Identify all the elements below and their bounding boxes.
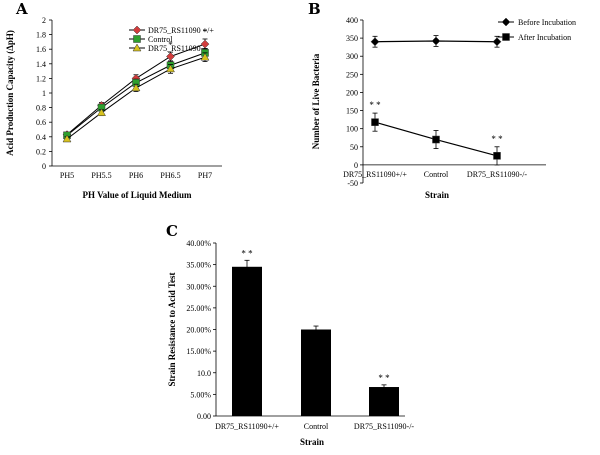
panel-letter-c: C xyxy=(166,222,178,240)
x-tick-label: Control xyxy=(304,422,329,431)
chart-a: Acid Production Capacity (ΔpH) PH Value … xyxy=(5,16,222,200)
significance-marker: * xyxy=(168,40,173,50)
significance-marker: * * xyxy=(241,248,253,258)
x-tick-label: PH6 xyxy=(129,171,143,180)
data-point xyxy=(200,52,210,61)
series-line xyxy=(66,56,206,140)
y-tick-label: 1.2 xyxy=(36,74,46,83)
chart-c-xlabel: Strain xyxy=(300,437,324,447)
data-point xyxy=(371,118,379,126)
chart-b-xlabel: Strain xyxy=(425,190,449,200)
y-tick-label: 0.00 xyxy=(197,412,211,421)
x-tick-label: Control xyxy=(424,170,449,179)
data-point xyxy=(431,36,441,46)
significance-marker: * xyxy=(203,27,208,37)
y-tick-label: 0 xyxy=(42,162,46,171)
legend-entry-label: After Incubation xyxy=(518,33,571,42)
y-tick-label: -50 xyxy=(347,179,358,188)
y-tick-label: 150 xyxy=(346,107,358,116)
chart-c-ylabel: Strain Resistance to Acid Test xyxy=(167,272,177,386)
chart-a-legend: DR75_RS11090 +/+ Control DR75_RS11090-/- xyxy=(148,26,214,53)
y-tick-label: 200 xyxy=(346,88,358,97)
x-tick-label: DR75_RS11090-/- xyxy=(354,422,414,431)
significance-marker: * * xyxy=(491,134,503,144)
panel-letter-b: B xyxy=(308,0,321,18)
significance-marker: * * xyxy=(369,100,381,110)
y-tick-label: 0.6 xyxy=(36,118,46,127)
x-tick-label: DR75_RS11090+/+ xyxy=(343,170,407,179)
y-tick-label: 0 xyxy=(354,161,358,170)
y-tick-label: 50 xyxy=(350,143,358,152)
x-tick-label: PH6.5 xyxy=(160,171,180,180)
x-tick-label: PH5 xyxy=(60,171,74,180)
legend-entry-label: Before Incubation xyxy=(518,18,576,27)
data-point xyxy=(97,108,106,116)
chart-b-ylabel: Number of Live Bacteria xyxy=(311,53,321,149)
legend-entry-label: DR75_RS11090 +/+ xyxy=(148,26,214,35)
chart-b-legend: Before Incubation After Incubation xyxy=(518,18,576,42)
x-tick-label: DR75_RS11090+/+ xyxy=(215,422,279,431)
legend-entry-label: DR75_RS11090-/- xyxy=(148,44,208,53)
data-point xyxy=(492,37,502,47)
legend-marker xyxy=(132,25,142,35)
y-tick-label: 250 xyxy=(346,70,358,79)
y-tick-label: 40.00% xyxy=(186,239,211,248)
y-tick-label: 400 xyxy=(346,16,358,25)
y-tick-label: 0.2 xyxy=(36,147,46,156)
y-tick-label: 1 xyxy=(42,89,46,98)
data-point xyxy=(131,83,141,92)
x-tick-label: PH5.5 xyxy=(91,171,111,180)
x-tick-label: DR75_RS11090-/- xyxy=(467,170,527,179)
y-tick-label: 1.8 xyxy=(36,31,46,40)
y-tick-label: 0.4 xyxy=(36,133,46,142)
y-tick-label: 100 xyxy=(346,125,358,134)
data-point xyxy=(166,52,175,61)
chart-a-ylabel: Acid Production Capacity (ΔpH) xyxy=(5,30,15,156)
y-tick-label: 15.00% xyxy=(186,347,211,356)
bar xyxy=(301,329,331,416)
y-tick-label: 300 xyxy=(346,52,358,61)
data-point xyxy=(370,37,380,47)
y-tick-label: 1.6 xyxy=(36,45,46,54)
legend-marker xyxy=(132,43,142,52)
bar xyxy=(232,266,262,416)
y-tick-label: 1.4 xyxy=(36,60,46,69)
chart-c: Strain Resistance to Acid Test Strain 0.… xyxy=(167,239,414,447)
y-tick-label: 30.00% xyxy=(186,282,211,291)
y-tick-label: 25.00% xyxy=(186,304,211,313)
data-point xyxy=(166,64,175,73)
legend-entry-label: Control xyxy=(148,35,173,44)
x-tick-label: PH7 xyxy=(198,171,212,180)
error-bar xyxy=(244,259,250,274)
y-tick-label: 20.00% xyxy=(186,326,211,335)
data-point xyxy=(432,135,440,144)
chart-a-xlabel: PH Value of Liquid Medium xyxy=(82,190,192,200)
legend-marker xyxy=(502,33,510,41)
legend-marker xyxy=(501,17,511,27)
data-point xyxy=(493,152,501,160)
panel-letter-a: A xyxy=(15,0,28,18)
bar xyxy=(369,387,399,416)
significance-marker: * * xyxy=(378,373,390,383)
chart-b: Number of Live Bacteria Strain Before In… xyxy=(311,16,576,200)
y-tick-label: 35.00% xyxy=(186,261,211,270)
y-tick-label: 10.0 xyxy=(197,369,211,378)
y-tick-label: 2 xyxy=(42,16,46,25)
error-bar xyxy=(313,325,319,334)
data-point xyxy=(62,134,72,143)
y-tick-label: 350 xyxy=(346,34,358,43)
y-tick-label: 0.8 xyxy=(36,104,46,113)
legend-marker xyxy=(133,35,141,43)
error-bar xyxy=(381,384,387,390)
y-tick-label: 5.00% xyxy=(190,390,211,399)
